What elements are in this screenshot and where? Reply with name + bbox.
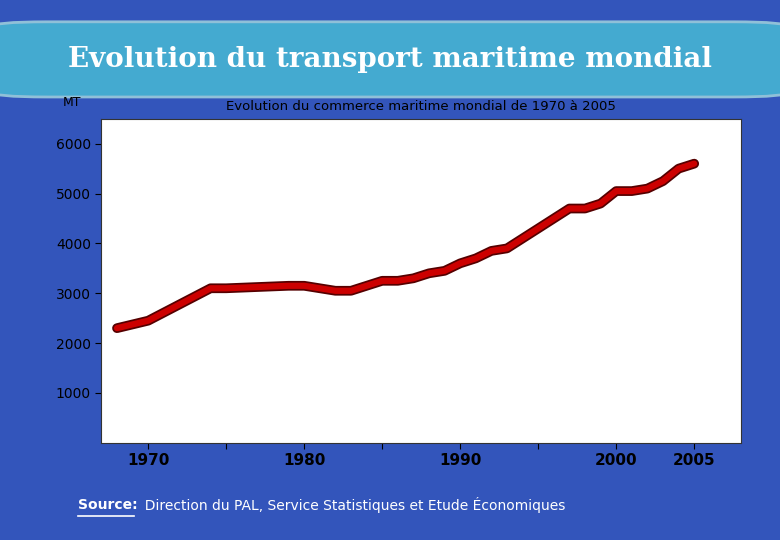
FancyBboxPatch shape	[0, 22, 780, 97]
Text: Source:: Source:	[78, 498, 137, 512]
Text: Evolution du transport maritime mondial: Evolution du transport maritime mondial	[68, 46, 712, 73]
Title: Evolution du commerce maritime mondial de 1970 à 2005: Evolution du commerce maritime mondial d…	[226, 100, 616, 113]
Text: Direction du PAL, Service Statistiques et Etude Économiques: Direction du PAL, Service Statistiques e…	[136, 497, 566, 513]
Text: MT: MT	[63, 96, 82, 109]
